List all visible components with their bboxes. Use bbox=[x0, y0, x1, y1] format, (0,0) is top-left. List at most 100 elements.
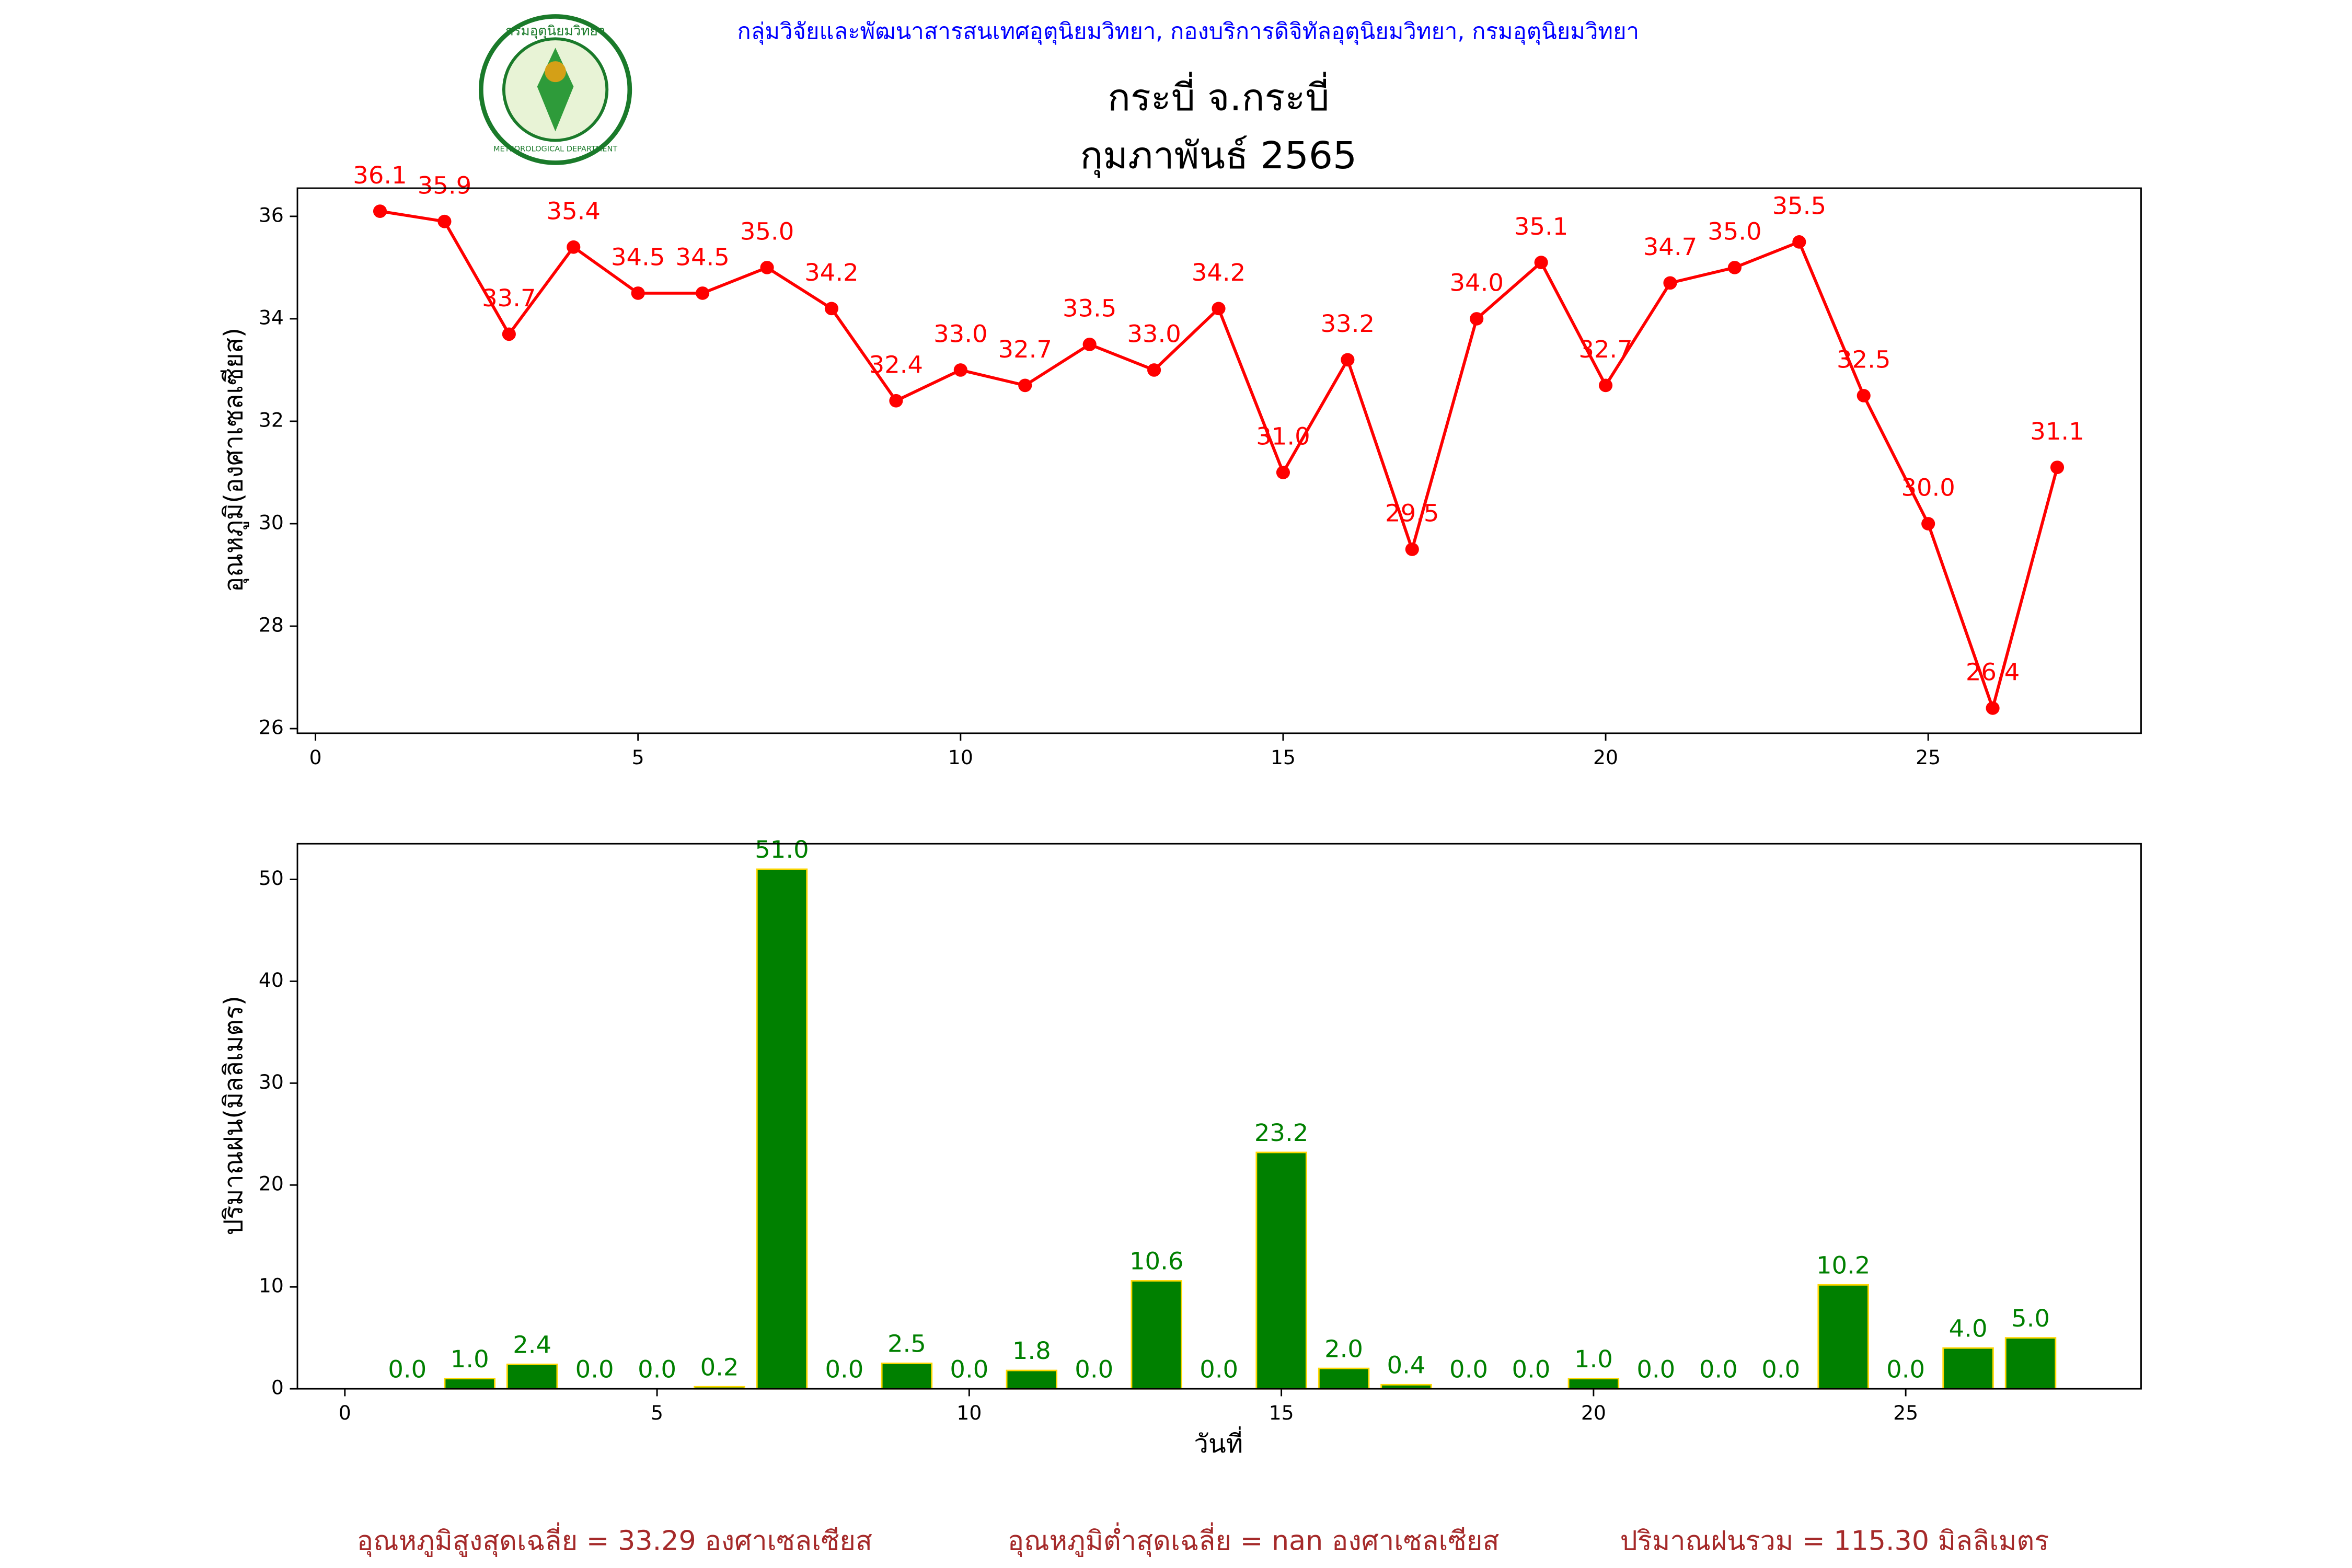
x-axis-label: วันที่ bbox=[1194, 1426, 1243, 1459]
x-tick-label: 15 bbox=[1271, 746, 1296, 769]
footer-stat: อุณหภูมิต่ำสุดเฉลี่ย = nan องศาเซลเซียส bbox=[1008, 1522, 1500, 1557]
point bbox=[1470, 312, 1484, 326]
data-label: 1.0 bbox=[451, 1345, 489, 1373]
x-tick-label: 0 bbox=[309, 746, 322, 769]
point bbox=[1341, 353, 1355, 367]
data-label: 34.5 bbox=[675, 243, 729, 271]
data-label: 35.4 bbox=[547, 197, 601, 225]
x-tick-label: 5 bbox=[632, 746, 644, 769]
point bbox=[1018, 378, 1032, 393]
data-label: 10.6 bbox=[1129, 1247, 1183, 1275]
y-tick-label: 40 bbox=[259, 969, 284, 991]
point bbox=[889, 394, 903, 408]
bar bbox=[1255, 1151, 1307, 1390]
logo-top-text: กรมอุตุนิยมวิทยา bbox=[505, 24, 606, 39]
data-label: 35.9 bbox=[418, 171, 471, 200]
y-tick-label: 28 bbox=[259, 614, 284, 637]
y-tick-label: 34 bbox=[259, 306, 284, 329]
data-label: 33.7 bbox=[482, 284, 536, 312]
point bbox=[2050, 460, 2065, 475]
point bbox=[1534, 256, 1548, 269]
data-label: 2.0 bbox=[1324, 1335, 1363, 1363]
data-label: 33.0 bbox=[933, 320, 987, 348]
bar bbox=[1567, 1378, 1620, 1390]
x-tick-label: 15 bbox=[1269, 1401, 1294, 1424]
data-label: 35.0 bbox=[1708, 217, 1761, 246]
point bbox=[373, 204, 387, 218]
point bbox=[502, 327, 516, 341]
data-label: 33.5 bbox=[1063, 294, 1116, 322]
data-label: 34.2 bbox=[804, 258, 858, 286]
point bbox=[1212, 302, 1226, 316]
data-label: 10.2 bbox=[1816, 1251, 1870, 1279]
data-label: 0.4 bbox=[1387, 1351, 1426, 1379]
data-label: 35.0 bbox=[740, 217, 794, 246]
data-label: 31.1 bbox=[2030, 417, 2084, 445]
data-label: 32.5 bbox=[1837, 345, 1890, 374]
header: กลุ่มวิจัยและพัฒนาสารสนเทศอุตุนิยมวิทยา,… bbox=[737, 19, 1639, 45]
y-tick-label: 30 bbox=[259, 1070, 284, 1093]
y-tick-label: 32 bbox=[259, 409, 284, 432]
bar bbox=[1942, 1347, 1994, 1390]
y-axis-label: ปริมาณฝน(มิลลิเมตร) bbox=[218, 996, 248, 1236]
data-label: 2.5 bbox=[887, 1330, 926, 1358]
logo-head bbox=[545, 61, 566, 83]
data-label: 0.0 bbox=[1636, 1355, 1675, 1383]
data-label: 0.0 bbox=[638, 1355, 676, 1383]
plot-frame bbox=[296, 843, 2142, 1390]
plot-frame bbox=[296, 187, 2142, 734]
x-tick-label: 20 bbox=[1593, 746, 1618, 769]
point bbox=[1921, 517, 1935, 531]
bar bbox=[756, 868, 808, 1390]
point bbox=[1986, 701, 2000, 715]
data-label: 34.7 bbox=[1643, 233, 1697, 261]
point bbox=[437, 214, 452, 228]
bar bbox=[1006, 1369, 1058, 1390]
x-tick-label: 5 bbox=[651, 1401, 663, 1424]
data-label: 26.4 bbox=[1966, 658, 2020, 686]
point bbox=[1663, 276, 1677, 290]
bar bbox=[1131, 1280, 1182, 1390]
point bbox=[1857, 389, 1871, 402]
data-label: 0.0 bbox=[1449, 1355, 1488, 1383]
bar bbox=[881, 1362, 933, 1390]
data-label: 34.5 bbox=[611, 243, 665, 271]
y-axis-label: อุณหภูมิ(องศาเซลเซียส) bbox=[218, 328, 249, 592]
bar bbox=[444, 1378, 495, 1390]
logo-bottom-text: METEOROLOGICAL DEPARTMENT bbox=[493, 145, 617, 154]
data-label: 0.2 bbox=[700, 1353, 739, 1381]
x-tick-label: 25 bbox=[1893, 1401, 1918, 1424]
y-tick-label: 30 bbox=[259, 511, 284, 534]
data-label: 51.0 bbox=[755, 835, 809, 863]
data-label: 23.2 bbox=[1254, 1119, 1308, 1147]
data-label: 32.7 bbox=[998, 335, 1052, 363]
data-label: 0.0 bbox=[1886, 1355, 1925, 1383]
footer-stat: อุณหภูมิสูงสุดเฉลี่ย = 33.29 องศาเซลเซีย… bbox=[357, 1522, 872, 1557]
bar bbox=[1817, 1284, 1869, 1390]
data-label: 34.0 bbox=[1449, 269, 1503, 297]
point bbox=[1147, 363, 1161, 377]
bar bbox=[506, 1363, 558, 1390]
data-label: 5.0 bbox=[2011, 1304, 2050, 1332]
x-tick-label: 20 bbox=[1581, 1401, 1606, 1424]
point bbox=[567, 240, 581, 254]
point bbox=[1727, 261, 1742, 274]
point bbox=[1792, 235, 1806, 249]
data-label: 35.5 bbox=[1772, 192, 1826, 220]
point bbox=[696, 286, 710, 300]
footer-stat: ปริมาณฝนรวม = 115.30 มิลลิเมตร bbox=[1620, 1526, 2049, 1557]
y-tick-label: 20 bbox=[259, 1172, 284, 1195]
point bbox=[1405, 543, 1419, 556]
point bbox=[1598, 378, 1613, 393]
x-tick-label: 0 bbox=[339, 1401, 351, 1424]
y-tick-label: 10 bbox=[259, 1274, 284, 1297]
y-tick-label: 0 bbox=[271, 1376, 284, 1399]
logo: กรมอุตุนิยมวิทยา METEOROLOGICAL DEPARTME… bbox=[478, 14, 632, 165]
point bbox=[1082, 338, 1097, 351]
y-tick-label: 36 bbox=[259, 204, 284, 227]
x-tick-label: 10 bbox=[948, 746, 973, 769]
data-label: 2.4 bbox=[513, 1331, 551, 1359]
chart-subtitle: กุมภาพันธ์ 2565 bbox=[1080, 134, 1357, 178]
